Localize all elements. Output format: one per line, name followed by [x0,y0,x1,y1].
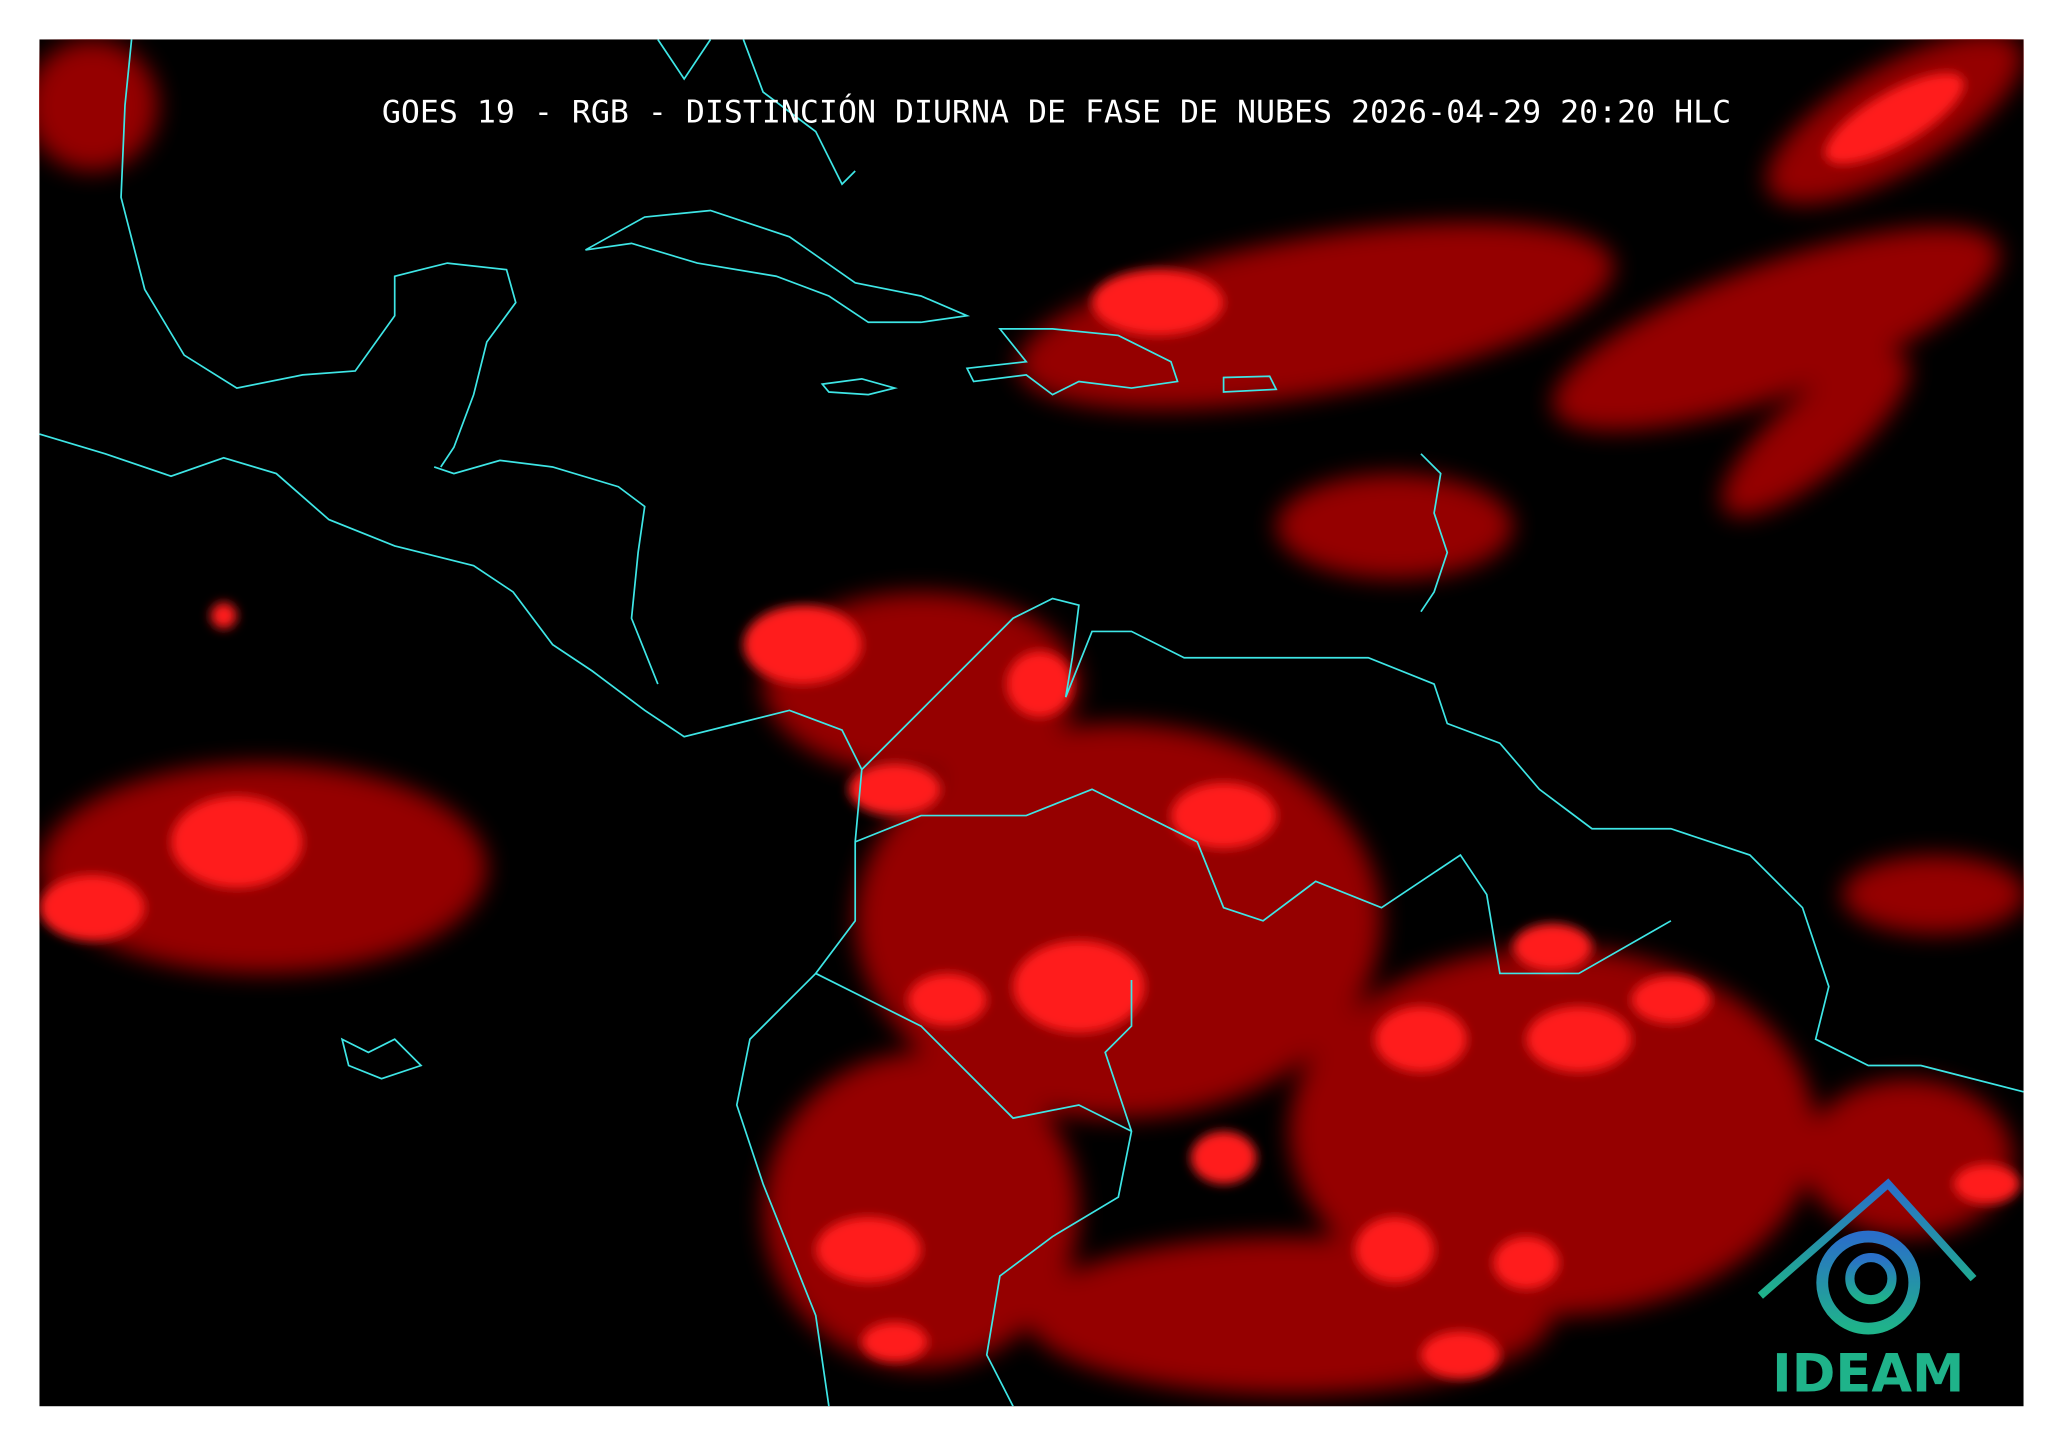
map-title: GOES 19 - RGB - DISTINCIÓN DIURNA DE FAS… [382,91,1731,130]
logo-text: IDEAM [1772,1344,1964,1405]
cloud-layer [39,39,2024,1395]
logo-roof [1757,1178,1977,1299]
logo-swirl [1816,1230,1921,1335]
logo-swirl-inner [1845,1252,1897,1305]
coastlines [39,39,2024,1407]
ideam-logo: IDEAM [1757,1178,1977,1405]
